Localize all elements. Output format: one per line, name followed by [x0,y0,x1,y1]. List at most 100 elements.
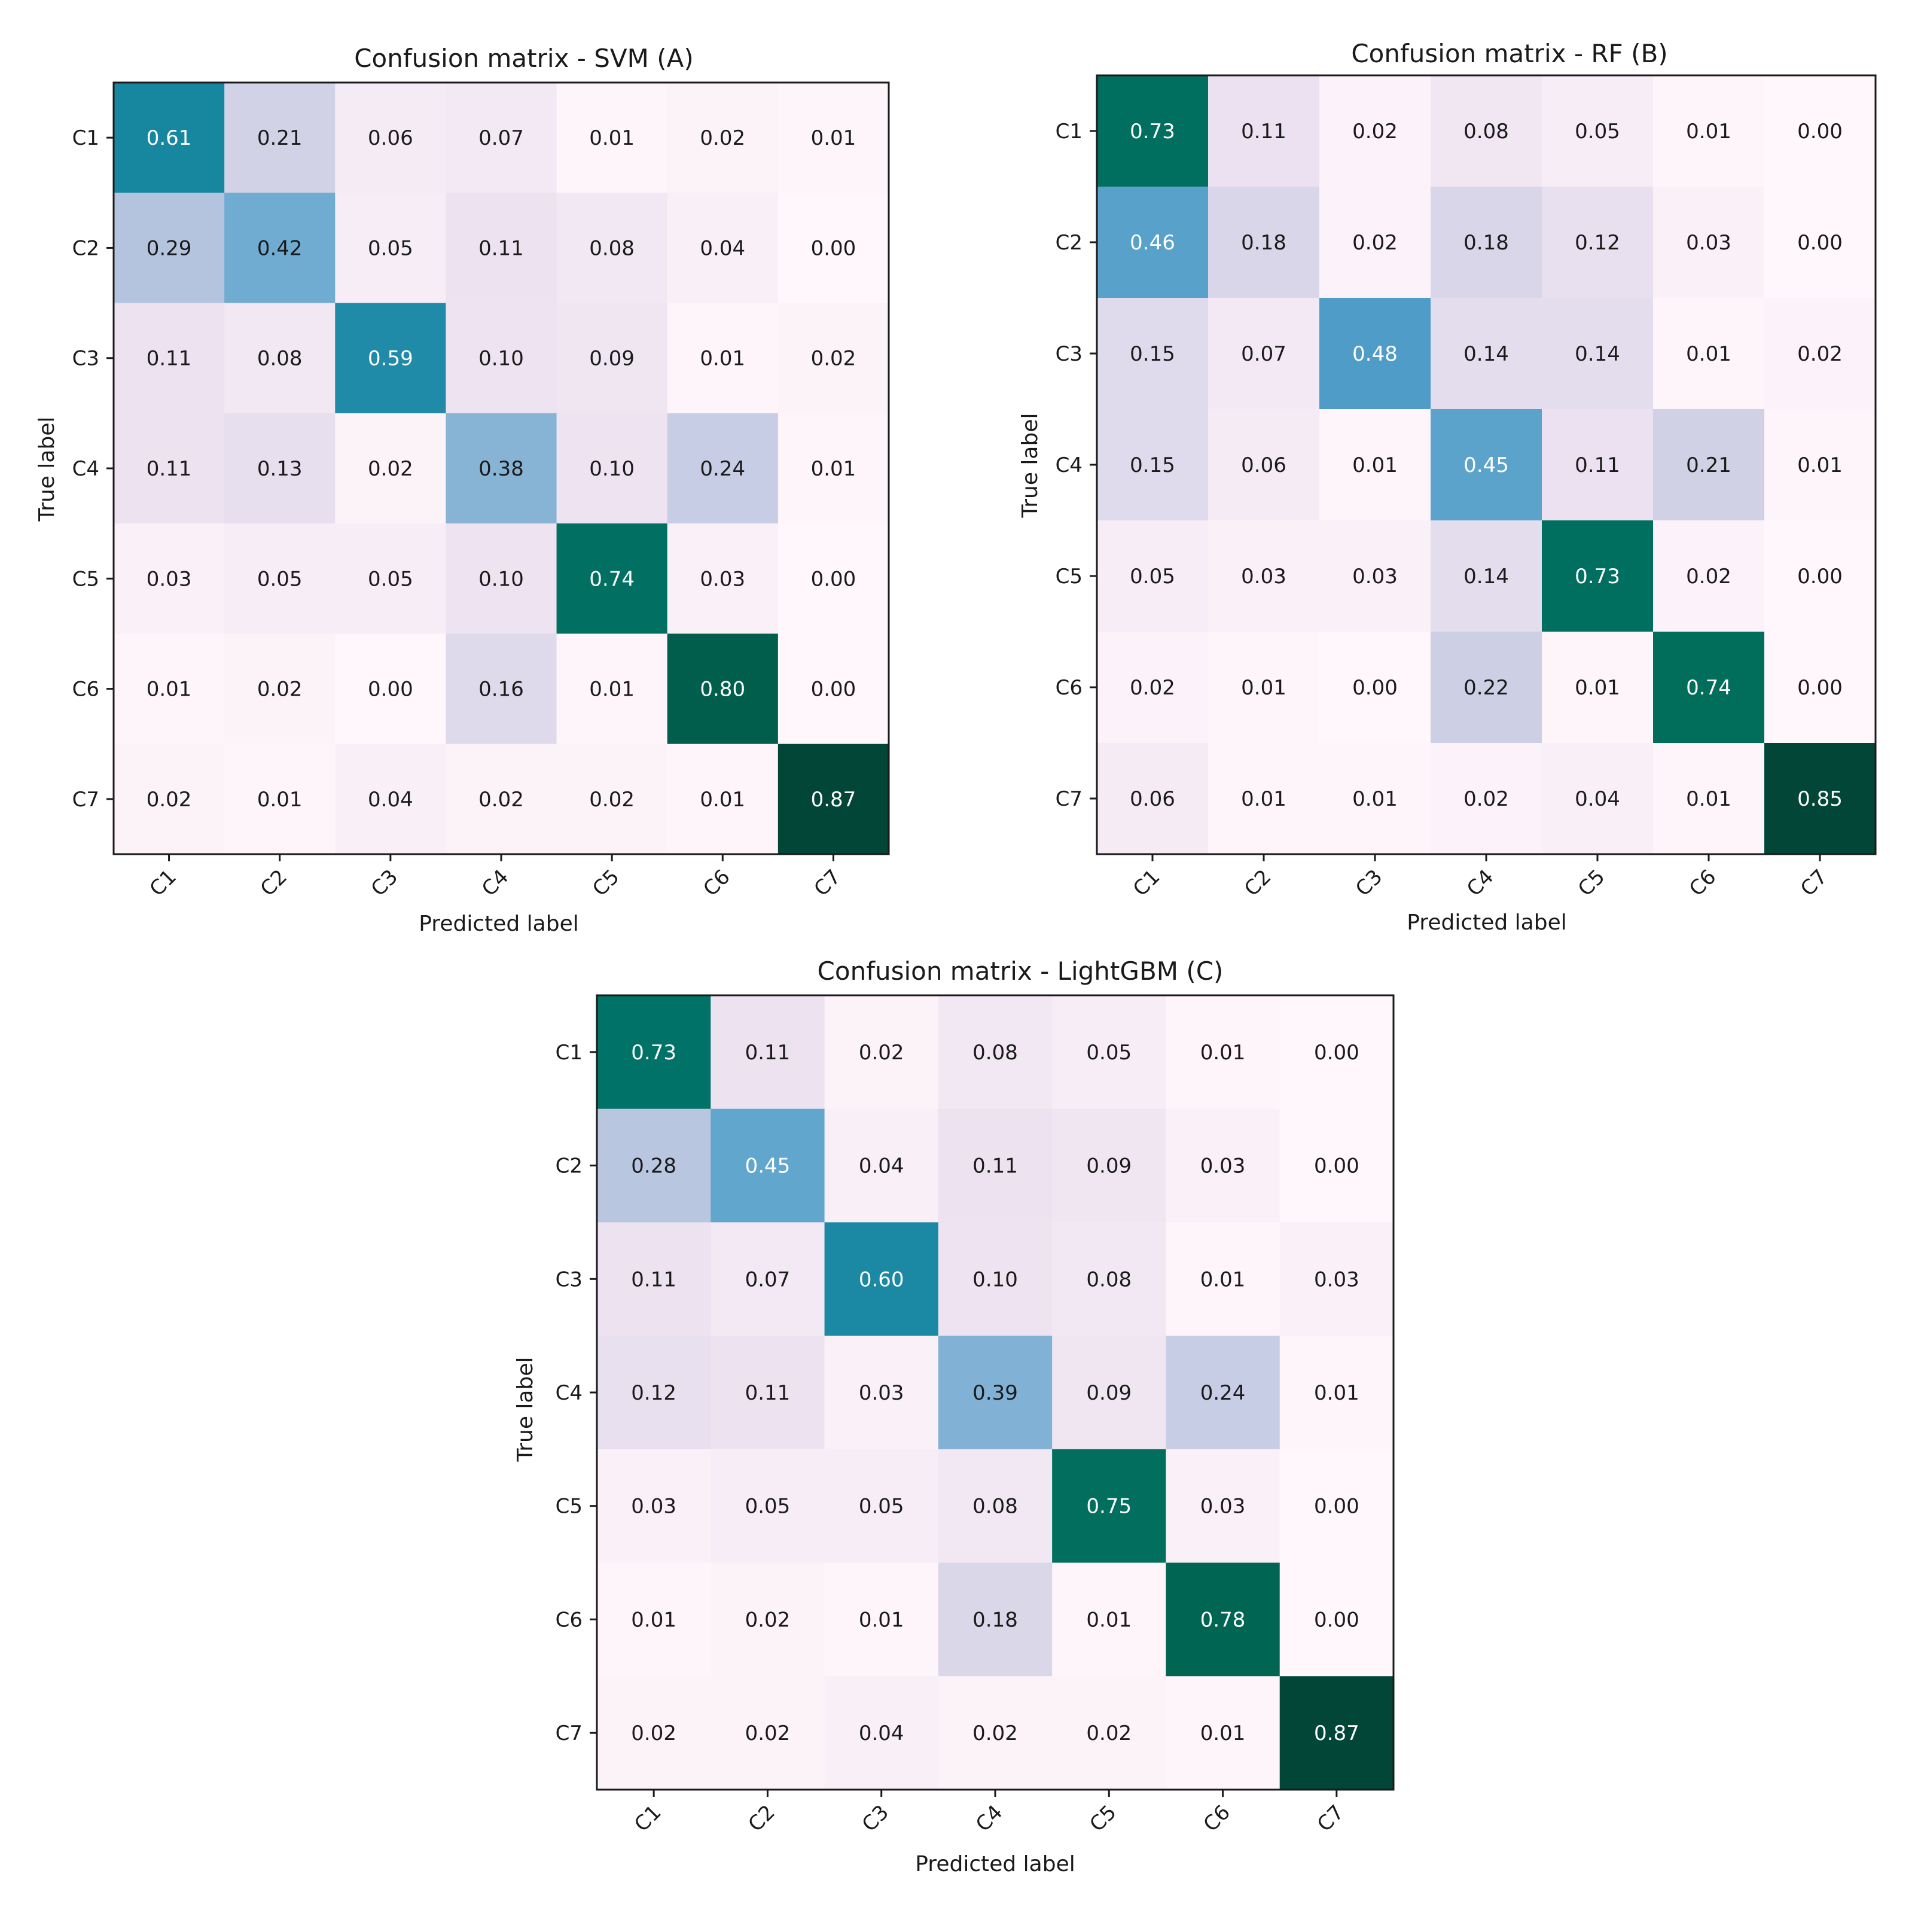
heatmap-cell-rf-r1-c3 [1319,75,1431,187]
cell-value-rf-r7-c5: 0.04 [1575,787,1620,811]
cell-value-rf-r2-c6: 0.03 [1686,231,1731,255]
heatmap-cell-svm-r4-c1 [114,413,225,524]
cell-value-svm-r4-c4: 0.38 [478,457,524,481]
cell-value-lightgbm-r7-c3: 0.04 [859,1721,904,1745]
cell-value-lightgbm-r6-c5: 0.01 [1086,1608,1132,1632]
cell-value-svm-r1-c1: 0.61 [147,126,192,150]
heatmap-cell-lightgbm-r7-c4 [938,1676,1053,1790]
y-tick-label-lightgbm-4: C4 [556,1381,583,1405]
cell-value-svm-r5-c7: 0.00 [811,567,856,591]
y-axis-label-rf: True label [1018,413,1042,519]
heatmap-cell-svm-r1-c3 [335,83,447,193]
heatmap-cell-lightgbm-r7-c7 [1279,1676,1394,1790]
heatmap-cell-lightgbm-r5-c7 [1279,1449,1394,1564]
cell-value-rf-r3-c6: 0.01 [1686,342,1731,366]
cell-value-svm-r7-c4: 0.02 [478,788,524,812]
cell-value-svm-r5-c4: 0.10 [478,567,524,591]
cell-value-lightgbm-r4-c6: 0.24 [1200,1381,1246,1405]
y-tick-label-svm-7: C7 [72,788,99,812]
cell-value-rf-r3-c2: 0.07 [1241,342,1286,366]
cell-value-svm-r1-c6: 0.02 [700,126,745,150]
cell-value-svm-r6-c3: 0.00 [368,678,413,702]
heatmap-cell-rf-r7-c2 [1208,743,1320,855]
cell-value-lightgbm-r1-c4: 0.08 [972,1041,1018,1065]
cell-value-lightgbm-r6-c2: 0.02 [745,1608,791,1632]
cell-value-rf-r3-c4: 0.14 [1463,342,1509,366]
heatmap-cell-svm-r2-c4 [446,193,557,304]
cell-value-svm-r3-c5: 0.09 [589,347,635,371]
cell-value-lightgbm-r2-c7: 0.00 [1314,1154,1359,1178]
cell-value-lightgbm-r6-c1: 0.01 [631,1608,676,1632]
cell-value-rf-r5-c2: 0.03 [1241,565,1286,589]
heatmap-cell-rf-r3-c4 [1431,298,1542,410]
y-tick-label-rf-2: C2 [1056,231,1083,255]
heatmap-cell-svm-r3-c2 [224,303,336,414]
y-tick-label-rf-4: C4 [1056,453,1083,477]
cell-value-lightgbm-r2-c2: 0.45 [745,1154,791,1178]
cell-value-lightgbm-r3-c6: 0.01 [1200,1267,1246,1291]
heatmap-cell-svm-r4-c3 [335,413,447,524]
heatmap-cell-svm-r4-c2 [224,413,336,524]
heatmap-cell-lightgbm-r3-c5 [1052,1222,1167,1336]
cell-value-rf-r6-c7: 0.00 [1797,676,1843,700]
cell-value-lightgbm-r7-c2: 0.02 [745,1721,791,1745]
cell-value-svm-r3-c4: 0.10 [478,347,524,371]
heatmap-cell-lightgbm-r4-c3 [824,1336,939,1450]
cell-value-lightgbm-r4-c3: 0.03 [859,1381,904,1405]
cell-value-svm-r4-c1: 0.11 [147,457,192,481]
cell-value-lightgbm-r7-c1: 0.02 [631,1721,676,1745]
cell-value-lightgbm-r4-c4: 0.39 [972,1381,1018,1405]
cell-value-svm-r5-c2: 0.05 [257,567,303,591]
heatmap-cell-svm-r1-c2 [224,83,336,193]
heatmap-cell-lightgbm-r5-c3 [824,1449,939,1564]
heatmap-cell-svm-r5-c7 [777,523,889,635]
cell-value-lightgbm-r3-c7: 0.03 [1314,1267,1359,1291]
heatmap-cell-lightgbm-r6-c4 [938,1562,1053,1677]
panel-lightgbm: Confusion matrix - LightGBM (C) Predicte… [513,956,1395,1876]
heatmap-cell-rf-r4-c7 [1764,409,1876,521]
y-tick-label-svm-3: C3 [72,347,99,371]
heatmap-cell-lightgbm-r2-c5 [1052,1108,1167,1223]
cell-value-lightgbm-r4-c7: 0.01 [1314,1381,1359,1405]
heatmap-cell-rf-r3-c1 [1097,298,1209,410]
heatmap-cell-rf-r5-c1 [1097,520,1209,632]
cell-value-rf-r4-c4: 0.45 [1463,453,1509,477]
heatmap-cell-rf-r5-c4 [1431,520,1542,632]
cell-value-lightgbm-r2-c5: 0.09 [1086,1154,1132,1178]
y-tick-label-lightgbm-3: C3 [556,1267,583,1291]
cell-value-svm-r4-c2: 0.13 [257,457,303,481]
cell-value-svm-r3-c3: 0.59 [368,347,413,371]
heatmap-cell-svm-r2-c2 [224,193,336,304]
cell-value-rf-r7-c3: 0.01 [1352,787,1398,811]
panel-svm: Confusion matrix - SVM (A) Predicted lab… [35,44,890,936]
cell-value-svm-r6-c4: 0.16 [478,678,524,702]
heatmap-cell-lightgbm-r2-c7 [1279,1108,1394,1223]
cell-value-svm-r7-c2: 0.01 [257,788,303,812]
heatmap-cell-lightgbm-r7-c3 [824,1676,939,1790]
heatmap-cell-rf-r2-c5 [1542,187,1654,298]
cell-value-svm-r7-c7: 0.87 [811,788,856,812]
cell-value-svm-r6-c5: 0.01 [589,678,635,702]
cell-value-rf-r6-c1: 0.02 [1130,676,1175,700]
heatmap-cell-rf-r7-c5 [1542,743,1654,855]
cell-value-rf-r6-c4: 0.22 [1463,676,1509,700]
heatmap-cell-rf-r4-c4 [1431,409,1542,521]
cell-value-lightgbm-r5-c1: 0.03 [631,1495,676,1519]
cell-value-lightgbm-r3-c2: 0.07 [745,1267,791,1291]
heatmap-cell-svm-r7-c5 [556,743,668,855]
heatmap-cell-svm-r7-c4 [446,743,557,855]
heatmap-cell-lightgbm-r7-c1 [597,1676,711,1790]
heatmap-cell-svm-r6-c6 [667,633,779,745]
cell-value-lightgbm-r1-c2: 0.11 [745,1041,791,1065]
cell-value-svm-r1-c4: 0.07 [478,126,524,150]
heatmap-cell-lightgbm-r6-c6 [1166,1562,1280,1677]
heatmap-cell-svm-r5-c1 [114,523,225,635]
heatmap-cell-lightgbm-r7-c6 [1166,1676,1280,1790]
heatmap-cell-rf-r3-c5 [1542,298,1654,410]
y-tick-label-svm-1: C1 [72,126,99,150]
cell-value-svm-r3-c1: 0.11 [147,347,192,371]
cell-value-lightgbm-r7-c6: 0.01 [1200,1721,1246,1745]
heatmap-cell-lightgbm-r4-c4 [938,1336,1053,1450]
heatmap-cell-rf-r3-c7 [1764,298,1876,410]
